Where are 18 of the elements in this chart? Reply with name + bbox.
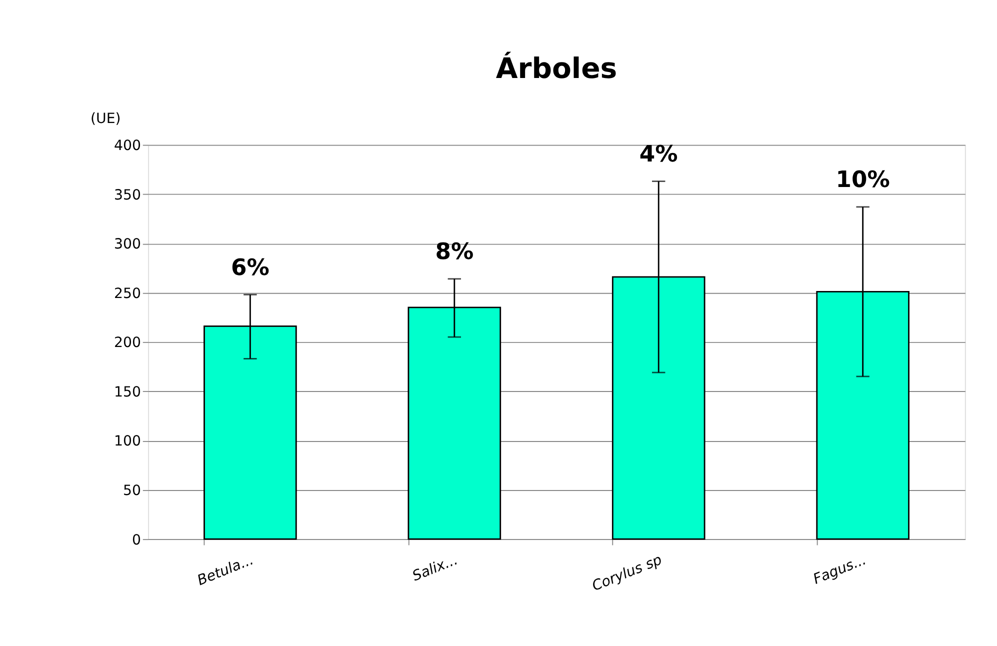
- y-tick-label: 250: [114, 286, 142, 302]
- annotation: 4%: [639, 141, 678, 168]
- y-tick-label: 150: [114, 384, 142, 400]
- x-tick-label: Salix...: [410, 552, 460, 585]
- y-tick-label: 200: [114, 335, 142, 352]
- y-tick-label: 100: [114, 434, 142, 450]
- y-tick-label: 0: [132, 532, 142, 548]
- annotation: 10%: [836, 167, 890, 194]
- y-axis-title: (UE): [90, 111, 121, 128]
- y-tick-label: 50: [123, 482, 142, 499]
- annotation: 8%: [435, 239, 474, 266]
- chart-title: Árboles: [496, 50, 618, 85]
- x-tick-label: Fagus...: [811, 552, 869, 588]
- y-tick-label: 350: [114, 187, 142, 204]
- annotation: 6%: [230, 254, 270, 281]
- x-tick-label: Betula...: [195, 552, 256, 590]
- y-tick-label: 400: [114, 138, 142, 154]
- y-tick-label: 300: [114, 236, 142, 253]
